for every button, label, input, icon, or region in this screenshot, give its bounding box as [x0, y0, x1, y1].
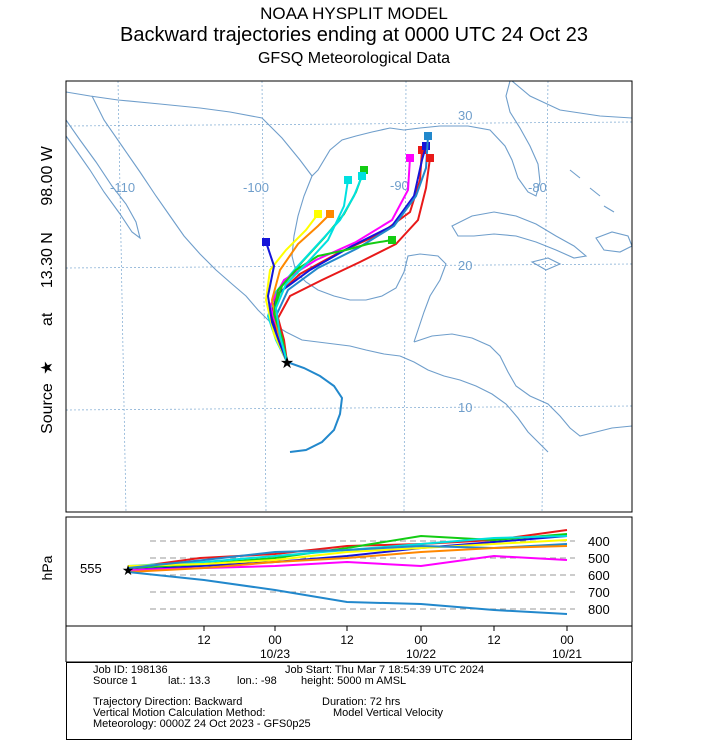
time-ticks: 12 00 12 00 12 00 10/23 10/22 10/21: [197, 633, 582, 661]
trajectory-end-marker: [326, 210, 334, 218]
trajectory-end-marker: [426, 154, 434, 162]
time-tick-marks: [203, 626, 568, 631]
height-trajectory-line: [127, 571, 568, 615]
date-label: 10/21: [552, 647, 582, 661]
map-grid-labels: -110 -100 -90 -80 30 20 10: [110, 108, 547, 415]
lat-label-20: 20: [458, 258, 472, 273]
meteorology-info: Meteorology: 0000Z 24 Oct 2023 - GFS0p25: [93, 718, 311, 730]
map-panel: -110 -100 -90 -80 30 20 10 ★: [66, 81, 632, 512]
source-lat-info: lat.: 13.3: [168, 675, 211, 687]
source-star-icon: ★: [39, 360, 56, 374]
trajectory-line: [274, 179, 349, 363]
time-tick: 12: [340, 633, 354, 647]
trajectory-line: [270, 213, 331, 363]
vertical-method-label: Vertical Motion Calculation Method:: [93, 707, 266, 719]
plot-canvas: Source ★ at 13.30 N 98.00 W: [39, 80, 633, 662]
source-number: Source 1: [93, 675, 138, 687]
height-source-star-icon: ★: [122, 562, 135, 578]
trajectory-end-marker: [262, 238, 270, 246]
source-pressure-label: 555: [80, 561, 102, 576]
source-lat: 13.30 N: [39, 232, 56, 288]
pressure-tick-700: 700: [588, 585, 610, 600]
meteorology-label: GFSQ Meteorological Data: [257, 50, 451, 67]
plot-title: NOAA HYSPLIT MODEL: [260, 4, 448, 23]
lat-label-10: 10: [458, 400, 472, 415]
pressure-tick-600: 600: [588, 568, 610, 583]
height-trajectory-line: [127, 539, 568, 567]
source-height-info: height: 5000 m AMSL: [301, 675, 407, 687]
lon-label-100: -100: [243, 180, 269, 195]
map-trajectories: [262, 132, 434, 453]
lon-label-80: -80: [528, 180, 547, 195]
source-at: at: [39, 312, 56, 326]
time-tick: 12: [197, 633, 211, 647]
trajectory-end-marker: [314, 210, 322, 218]
source-lon: 98.00 W: [39, 145, 56, 205]
height-trajectories: [127, 529, 568, 615]
vertical-method-value: Model Vertical Velocity: [333, 707, 444, 719]
plot-subtitle: Backward trajectories ending at 0000 UTC…: [119, 24, 589, 46]
time-tick: 00: [414, 633, 428, 647]
height-axis-label: hPa: [39, 555, 55, 580]
trajectory-line: [286, 361, 344, 453]
trajectory-line: [276, 157, 431, 363]
lat-label-30: 30: [458, 108, 472, 123]
svg-text:Source ★ at: Source ★ at 13.30 N 98.00 W: [39, 145, 56, 434]
trajectory-duration: Duration: 72 hrs: [322, 696, 401, 708]
pressure-tick-800: 800: [588, 602, 610, 617]
job-start: Job Start: Thu Mar 7 18:54:39 UTC 2024: [285, 664, 485, 676]
time-tick: 12: [487, 633, 501, 647]
lon-label-110: -110: [110, 180, 135, 195]
time-tick: 00: [268, 633, 282, 647]
trajectory-end-marker: [422, 142, 430, 150]
trajectory-line: [268, 157, 411, 363]
time-axis-frame: [65, 625, 633, 662]
trajectory-end-marker: [358, 172, 366, 180]
source-star-icon: ★: [280, 355, 294, 372]
lon-label-90: -90: [390, 178, 409, 193]
pressure-ticks: 400 500 600 700 800: [588, 534, 610, 617]
trajectory-end-marker: [360, 166, 368, 174]
time-tick: 00: [560, 633, 574, 647]
job-id: Job ID: 198136: [93, 664, 168, 676]
trajectory-line: [265, 241, 288, 363]
trajectory-end-marker: [424, 132, 432, 140]
trajectory-direction: Trajectory Direction: Backward: [93, 696, 243, 708]
date-label: 10/23: [260, 647, 290, 661]
pressure-tick-500: 500: [588, 551, 610, 566]
trajectory-line: [264, 213, 319, 363]
trajectory-end-marker: [406, 154, 414, 162]
source-word: Source: [39, 383, 56, 434]
map-frame: [65, 80, 633, 513]
trajectory-end-marker: [344, 176, 352, 184]
trajectory-end-marker: [388, 236, 396, 244]
date-label: 10/22: [406, 647, 436, 661]
pressure-tick-400: 400: [588, 534, 610, 549]
source-lon-info: lon.: -98: [237, 675, 277, 687]
coastlines: [66, 81, 632, 453]
source-vertical-label: Source ★ at 13.30 N 98.00 W: [39, 145, 56, 434]
job-info-box: Job ID: 198136 Job Start: Thu Mar 7 18:5…: [66, 662, 632, 740]
height-trajectory-line: [127, 545, 568, 573]
map-grid: [66, 81, 632, 512]
height-trajectory-line: [127, 535, 568, 571]
